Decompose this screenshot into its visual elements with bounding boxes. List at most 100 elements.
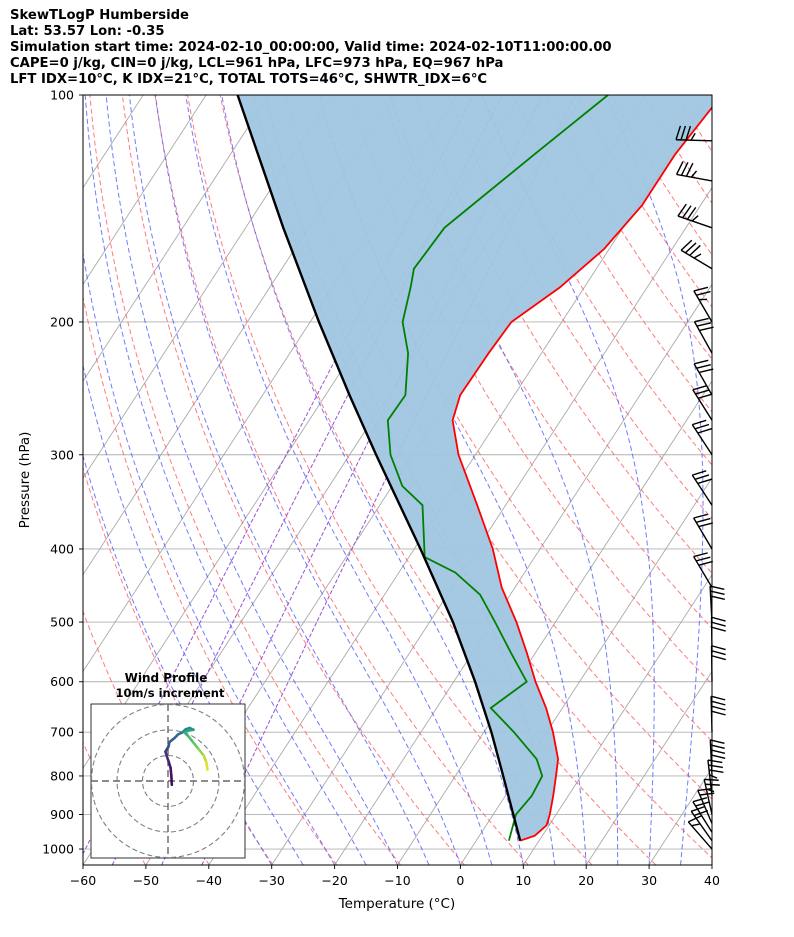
wind-barb-feather (688, 815, 702, 823)
wind-barb-feather (693, 286, 709, 292)
wind-barb-staff (680, 249, 713, 270)
hodograph-segment (192, 741, 200, 751)
wind-barb-feather (710, 595, 725, 601)
wind-barb-feather (680, 125, 687, 141)
isotherm-line (83, 95, 270, 382)
wind-barb (710, 645, 726, 682)
wind-barb-feather (697, 428, 712, 434)
wind-barb-staff (691, 474, 713, 506)
wind-barb (693, 359, 714, 396)
wind-barb-staff (693, 290, 713, 323)
wind-barb-staff (693, 321, 713, 354)
wind-barb-feather (698, 522, 714, 528)
dry-adiabat-line (350, 95, 712, 686)
moist-adiabat-line (221, 95, 524, 865)
hodograph-plot (91, 704, 245, 858)
moist-adiabat-line (83, 363, 304, 865)
wind-barb-feather (711, 650, 726, 656)
x-axis-label: Temperature (°C) (338, 896, 456, 912)
wind-barb-feather (692, 419, 707, 426)
wind-barb-staff (692, 801, 713, 833)
x-tick-label: −10 (384, 873, 410, 888)
x-tick-label: −40 (196, 873, 222, 888)
y-tick-label: 1000 (42, 842, 74, 857)
dry-adiabat-line (121, 95, 465, 865)
moist-adiabat-line (83, 454, 273, 865)
moist-adiabat-line (105, 95, 398, 865)
temperature-line (451, 106, 712, 842)
isotherm-line (0, 95, 80, 865)
y-tick-label: 900 (50, 807, 74, 822)
wind-barb-feather (711, 626, 726, 632)
wind-barb-feather (711, 616, 726, 622)
wind-barb-staff (693, 556, 713, 588)
wind-barb-feather (680, 239, 693, 251)
wind-barb (691, 470, 713, 506)
x-tick-label: 20 (578, 873, 594, 888)
wind-barb-feather (693, 359, 709, 365)
wind-barb-staff (676, 173, 713, 182)
dry-adiabat-line (643, 95, 712, 204)
wind-barb-feather (711, 655, 726, 661)
wind-barb-feather (698, 560, 714, 566)
wind-barb-feather (710, 739, 725, 745)
shaded-area (237, 95, 712, 841)
dry-adiabat-line (480, 95, 712, 466)
y-tick-label: 600 (50, 674, 74, 689)
stability-indices-2: LFT IDX=10°C, K IDX=21°C, TOTAL TOTS=46°… (10, 72, 488, 87)
wind-barb-feather (699, 326, 714, 332)
dry-adiabat-line (154, 95, 529, 865)
wind-barb-feather (710, 590, 725, 596)
wind-barb (693, 513, 714, 550)
wind-barb-feather (705, 783, 720, 786)
mixing-ratio-line (201, 95, 576, 865)
x-tick-label: −20 (321, 873, 347, 888)
y-tick-label: 400 (50, 541, 74, 556)
axes: −60 −50 −40 −30 −20 −10 0 10 20 30 40 1000 900 800 700… (42, 88, 720, 889)
wind-barb-feather (691, 215, 699, 222)
wind-barb (693, 286, 713, 323)
wind-barb-feather (696, 290, 711, 296)
dry-adiabat-line (447, 95, 712, 520)
stability-indices-1: CAPE=0 j/kg, CIN=0 j/kg, LCL=961 hPa, LF… (10, 56, 504, 71)
wind-barb-staff (691, 424, 713, 456)
moist-adiabat-line (155, 95, 461, 865)
wind-barb-staff (707, 759, 713, 796)
wind-barb-staff (692, 389, 713, 421)
wind-barb-feather (697, 787, 713, 792)
hodograph-ring (91, 704, 245, 858)
wind-barb-staff (693, 517, 713, 550)
wind-barb-feather (693, 513, 708, 519)
chart-header: SkewTLogP Humberside Lat: 53.57 Lon: -0.… (10, 8, 612, 88)
x-tick-label: −60 (70, 873, 96, 888)
wind-barb (693, 317, 714, 354)
wind-barb-feather (693, 809, 709, 817)
wind-barb-feather (696, 517, 711, 523)
isotherm-line (83, 95, 207, 286)
moist-adiabat-line (389, 95, 619, 865)
wind-barb-feather (697, 478, 712, 485)
wind-barb-feather (695, 801, 710, 807)
wind-barb-feather (693, 253, 702, 259)
wind-barb-feather (680, 162, 689, 176)
dry-adiabat-line (708, 95, 712, 101)
hodograph-title: Wind Profile (125, 671, 208, 685)
dry-adiabat-line (83, 294, 338, 865)
hodograph-subtitle: 10m/s increment (116, 686, 225, 700)
dry-adiabat-line (89, 95, 402, 865)
hodograph-segment (197, 747, 205, 757)
dry-adiabat-line (415, 95, 712, 574)
y-tick-label: 100 (50, 88, 74, 103)
y-tick-label: 200 (50, 314, 74, 329)
wind-barb-feather (696, 556, 711, 562)
wind-barb-feather (690, 132, 696, 141)
wind-barb-feather (694, 423, 710, 430)
moist-adiabat-line (604, 95, 704, 865)
y-tick-label: 800 (50, 768, 74, 783)
wind-barb (687, 815, 713, 850)
wind-barb (690, 805, 713, 842)
wind-barb-feather (684, 242, 697, 254)
wind-barb-feather (675, 161, 684, 175)
hodograph-inset: Wind Profile 10m/s increment (90, 671, 246, 859)
